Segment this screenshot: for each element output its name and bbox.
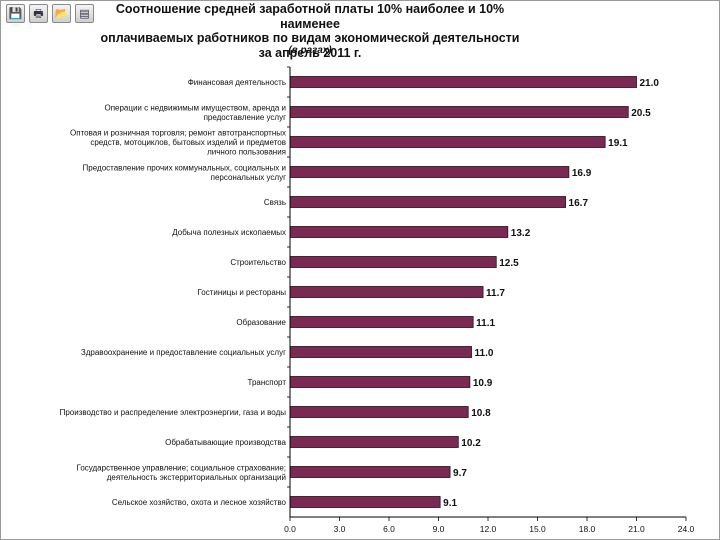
x-tick-label: 12.0: [480, 524, 497, 534]
data-label: 10.9: [473, 378, 493, 389]
chart-title-line: Соотношение средней заработной платы 10%…: [115, 2, 505, 31]
bar: [289, 466, 451, 478]
bar: [289, 106, 629, 118]
bar: [289, 136, 606, 148]
x-tick-label: 15.0: [529, 524, 546, 534]
data-label: 9.7: [453, 468, 467, 479]
data-label: 16.7: [569, 198, 589, 209]
open-folder-icon[interactable]: 📂: [52, 4, 71, 23]
bar: [289, 406, 469, 418]
data-label: 10.2: [461, 438, 481, 449]
category-label: Здравоохранение и предоставление социаль…: [81, 348, 286, 357]
category-label: Сельское хозяйство, охота и лесное хозяй…: [112, 498, 287, 507]
chart-title-line: за апрель 2011 г.: [258, 45, 362, 60]
bar: [289, 376, 471, 388]
data-label: 9.1: [443, 498, 457, 509]
x-tick-label: 21.0: [628, 524, 645, 534]
toolbar: 💾 🖶 📂 ▤: [6, 4, 94, 23]
chart-subtitle: (в разах): [288, 45, 332, 56]
data-label: 11.1: [476, 318, 495, 329]
category-label: Образование: [236, 318, 286, 327]
category-label: Производство и распределение электроэнер…: [60, 408, 287, 417]
category-label: Предоставление прочих коммунальных, соци…: [83, 163, 286, 172]
category-label: Обрабатывающие производства: [165, 438, 286, 447]
x-tick-label: 18.0: [579, 524, 596, 534]
category-label: Гостиницы и рестораны: [198, 288, 287, 297]
data-label: 11.7: [486, 288, 505, 299]
category-label: предоставление услуг: [204, 113, 287, 122]
x-tick-label: 6.0: [383, 524, 395, 534]
bar: [289, 256, 497, 268]
category-label: средств, мотоциклов, бытовых изделий и п…: [90, 138, 286, 147]
data-label: 20.5: [631, 108, 651, 119]
bar: [289, 286, 484, 298]
data-label: 19.1: [608, 138, 628, 149]
bar: [289, 436, 459, 448]
bar: [289, 316, 474, 328]
bar: [289, 496, 441, 508]
data-label: 12.5: [499, 258, 519, 269]
category-label: Финансовая деятельность: [188, 78, 286, 87]
data-label: 11.0: [475, 348, 494, 359]
save-icon[interactable]: 💾: [6, 4, 25, 23]
data-label: 21.0: [640, 78, 660, 89]
x-tick-label: 24.0: [678, 524, 695, 534]
x-tick-label: 0.0: [284, 524, 296, 534]
data-label: 16.9: [572, 168, 592, 179]
bar: [289, 226, 509, 238]
category-label: Операции с недвижимым имуществом, аренда…: [104, 103, 286, 112]
bar: [289, 346, 472, 358]
category-label: деятельность экстерриториальных организа…: [107, 473, 286, 482]
x-tick-label: 9.0: [433, 524, 445, 534]
category-label: Добыча полезных ископаемых: [172, 228, 286, 237]
x-tick-label: 3.0: [334, 524, 346, 534]
bar: [289, 166, 570, 178]
data-label: 13.2: [511, 228, 531, 239]
category-label: персональных услуг: [211, 173, 286, 182]
chart-title: Соотношение средней заработной платы 10%…: [100, 2, 520, 60]
category-label: личного пользования: [207, 148, 286, 157]
category-label: Транспорт: [248, 378, 287, 387]
print-icon[interactable]: 🖶: [29, 4, 48, 23]
bar: [289, 196, 566, 208]
bar: [289, 76, 637, 88]
chart-title-line: оплачиваемых работников по видам экономи…: [100, 31, 520, 45]
category-label: Государственное управление; социальное с…: [77, 463, 286, 472]
data-label: 10.8: [471, 408, 491, 419]
category-label: Строительство: [230, 258, 286, 267]
chart-icon[interactable]: ▤: [75, 4, 94, 23]
category-label: Связь: [264, 198, 286, 207]
category-label: Оптовая и розничная торговля; ремонт авт…: [70, 129, 286, 138]
